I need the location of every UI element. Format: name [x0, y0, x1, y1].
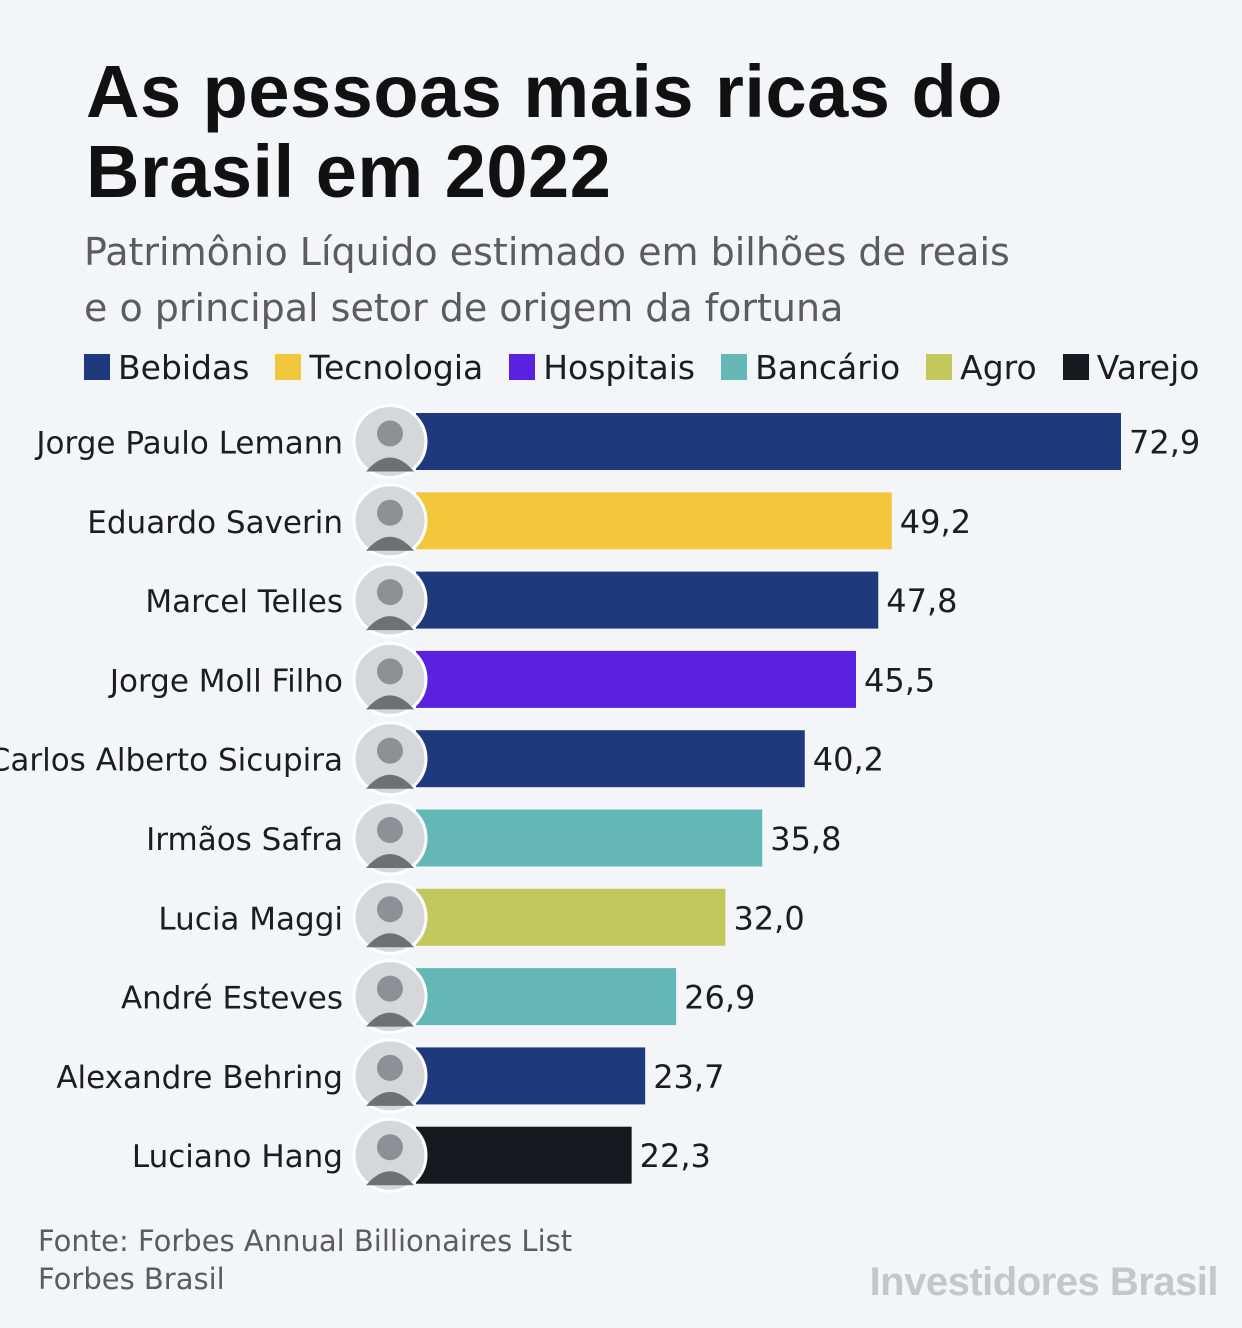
source-note: Fonte: Forbes Annual Billionaires List F…	[38, 1222, 572, 1298]
legend-item-agro: Agro	[926, 348, 1037, 387]
avatar	[352, 404, 428, 479]
category-label: Jorge Moll Filho	[108, 663, 343, 699]
bar-row: Jorge Paulo Lemann 72,9	[34, 404, 1200, 479]
bar	[416, 650, 857, 708]
bar-row: Marcel Telles 47,8	[145, 562, 958, 638]
brand-watermark: Investidores Brasil	[869, 1260, 1219, 1304]
legend-label: Hospitais	[543, 347, 696, 387]
value-label: 49,2	[900, 503, 971, 541]
category-label: Eduardo Saverin	[87, 505, 343, 541]
chart-title: As pessoas mais ricas do Brasil em 2022	[86, 50, 1003, 213]
bar-row: Alexandre Behring 23,7	[56, 1038, 724, 1114]
bar-row: Luciano Hang 22,3	[132, 1117, 711, 1193]
subtitle-line-1: Patrimônio Líquido estimado em bilhões d…	[84, 230, 1010, 274]
bar-row: Eduardo Saverin 49,2	[87, 483, 971, 559]
legend-label: Varejo	[1096, 347, 1200, 387]
bar-chart: Jorge Paulo Lemann 72,9 Eduardo Saverin 49,…	[0, 404, 1200, 1193]
category-label: Luciano Hang	[132, 1139, 343, 1175]
category-label: Marcel Telles	[145, 584, 343, 620]
legend-label: Bancário	[755, 347, 901, 387]
legend-swatch	[509, 354, 536, 380]
bar	[416, 968, 677, 1026]
legend-swatch	[721, 354, 748, 380]
legend-item-bebidas: Bebidas	[84, 348, 249, 387]
avatar	[352, 562, 428, 638]
category-label: Irmãos Safra	[146, 822, 343, 858]
bar	[416, 1126, 632, 1184]
avatar	[352, 1117, 428, 1193]
chart-subtitle: Patrimônio Líquido estimado em bilhões d…	[84, 224, 1184, 336]
bar	[416, 730, 805, 788]
legend-item-varejo: Varejo	[1062, 347, 1200, 387]
category-label: André Esteves	[121, 981, 343, 1017]
bar	[416, 888, 726, 946]
avatar	[352, 641, 428, 717]
legend-label: Agro	[960, 347, 1037, 387]
bar	[416, 492, 892, 550]
category-label: Carlos Alberto Sicupira	[0, 743, 343, 779]
legend-item-tecnologia: Tecnologia	[275, 348, 483, 387]
bar-row: André Esteves 26,9	[121, 959, 755, 1035]
avatar	[352, 879, 428, 955]
subtitle-line-2: e o principal setor de origem da fortuna	[84, 286, 844, 330]
value-label: 35,8	[770, 820, 841, 858]
legend-label: Tecnologia	[309, 347, 484, 387]
category-label: Jorge Paulo Lemann	[34, 426, 343, 462]
legend-swatch	[1062, 354, 1089, 380]
value-label: 26,9	[684, 979, 755, 1017]
source-line-1: Fonte: Forbes Annual Billionaires List	[38, 1224, 573, 1258]
avatar	[352, 1038, 428, 1114]
bar-row: Carlos Alberto Sicupira 40,2	[0, 721, 884, 797]
legend-swatch	[926, 354, 953, 380]
legend-label: Bebidas	[118, 347, 250, 387]
bar	[416, 571, 879, 629]
value-label: 32,0	[733, 899, 804, 937]
bar	[416, 413, 1121, 470]
value-label: 72,9	[1129, 424, 1200, 462]
bar-row: Jorge Moll Filho 45,5	[108, 641, 935, 717]
value-label: 40,2	[813, 741, 884, 779]
legend-item-hospitais: Hospitais	[509, 348, 695, 387]
bar	[416, 1047, 646, 1105]
value-label: 45,5	[864, 661, 935, 699]
source-line-2: Forbes Brasil	[38, 1262, 225, 1296]
value-label: 47,8	[886, 582, 957, 620]
bar	[416, 809, 763, 867]
avatar	[352, 483, 428, 559]
category-label: Lucia Maggi	[158, 901, 343, 937]
category-label: Alexandre Behring	[56, 1060, 343, 1096]
avatar	[352, 800, 428, 876]
legend: Bebidas Tecnologia Hospitais Bancário Ag…	[84, 345, 1199, 389]
value-label: 23,7	[653, 1058, 724, 1096]
legend-item-bancario: Bancário	[721, 348, 900, 387]
avatar	[352, 721, 428, 797]
value-label: 22,3	[640, 1137, 711, 1175]
legend-swatch	[275, 354, 302, 380]
bar-row: Lucia Maggi 32,0	[158, 879, 805, 955]
bar-row: Irmãos Safra 35,8	[146, 800, 841, 876]
legend-swatch	[84, 354, 110, 380]
avatar	[352, 959, 428, 1035]
